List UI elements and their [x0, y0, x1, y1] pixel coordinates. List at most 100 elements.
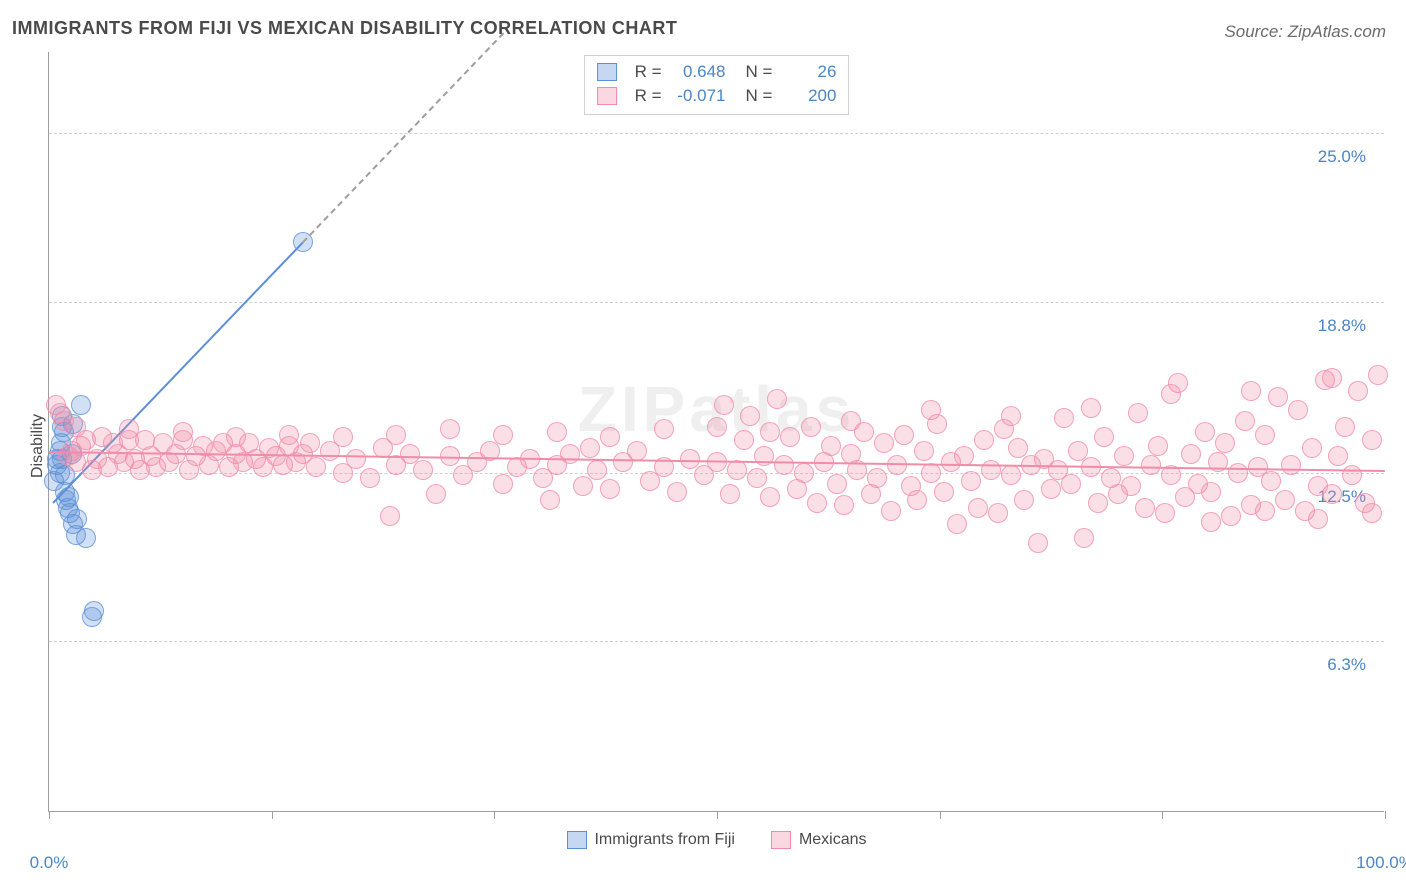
scatter-point-mex: [1255, 501, 1275, 521]
scatter-point-mex: [667, 482, 687, 502]
scatter-point-mex: [767, 389, 787, 409]
scatter-point-mex: [881, 501, 901, 521]
scatter-point-mex: [1322, 368, 1342, 388]
scatter-point-mex: [834, 495, 854, 515]
chart-source: Source: ZipAtlas.com: [1224, 22, 1386, 42]
scatter-point-mex: [921, 463, 941, 483]
scatter-point-mex: [547, 422, 567, 442]
scatter-point-mex: [1348, 381, 1368, 401]
scatter-point-mex: [1215, 433, 1235, 453]
scatter-point-mex: [600, 427, 620, 447]
scatter-point-mex: [807, 493, 827, 513]
legend-label-mex: Mexicans: [799, 831, 867, 848]
stats-r-label: R =: [635, 60, 662, 84]
stats-r-label: R =: [635, 84, 662, 108]
stats-box: R =0.648N =26R =-0.071N =200: [584, 55, 850, 115]
scatter-point-mex: [1281, 455, 1301, 475]
gridline: [49, 302, 1384, 303]
x-tick: [494, 811, 495, 819]
scatter-point-mex: [1081, 398, 1101, 418]
scatter-point-mex: [1308, 509, 1328, 529]
scatter-point-fiji: [84, 601, 104, 621]
scatter-point-mex: [1241, 381, 1261, 401]
scatter-point-mex: [894, 425, 914, 445]
x-tick: [1385, 811, 1386, 819]
scatter-point-mex: [1362, 503, 1382, 523]
scatter-point-mex: [1135, 498, 1155, 518]
y-tick-label: 18.8%: [1318, 316, 1376, 336]
scatter-point-fiji: [76, 528, 96, 548]
scatter-point-mex: [1235, 411, 1255, 431]
stats-n-label: N =: [746, 60, 773, 84]
stats-n-value: 200: [782, 84, 836, 108]
scatter-point-mex: [720, 484, 740, 504]
scatter-point-mex: [1302, 438, 1322, 458]
scatter-point-mex: [300, 433, 320, 453]
y-tick-label: 25.0%: [1318, 147, 1376, 167]
scatter-point-mex: [1094, 427, 1114, 447]
scatter-point-mex: [1322, 484, 1342, 504]
scatter-point-mex: [1121, 476, 1141, 496]
scatter-point-mex: [1028, 533, 1048, 553]
scatter-point-mex: [493, 425, 513, 445]
scatter-point-mex: [1268, 387, 1288, 407]
x-tick: [940, 811, 941, 819]
scatter-point-mex: [1074, 528, 1094, 548]
stats-row-mex: R = -0.071 N = 200: [597, 84, 837, 108]
gridline: [49, 133, 1384, 134]
x-tick: [272, 811, 273, 819]
scatter-point-mex: [1201, 512, 1221, 532]
scatter-point-mex: [1288, 400, 1308, 420]
gridline: [49, 641, 1384, 642]
scatter-point-mex: [1114, 446, 1134, 466]
scatter-point-mex: [173, 422, 193, 442]
scatter-point-mex: [754, 446, 774, 466]
scatter-point-mex: [119, 419, 139, 439]
scatter-point-mex: [874, 433, 894, 453]
legend-bottom: Immigrants from Fiji Mexicans: [566, 831, 866, 849]
scatter-point-mex: [540, 490, 560, 510]
scatter-point-mex: [386, 425, 406, 445]
y-tick-label: 6.3%: [1327, 655, 1376, 675]
scatter-point-mex: [1128, 403, 1148, 423]
scatter-point-fiji: [67, 509, 87, 529]
scatter-point-mex: [600, 479, 620, 499]
scatter-point-mex: [1275, 490, 1295, 510]
scatter-point-mex: [961, 471, 981, 491]
scatter-point-mex: [981, 460, 1001, 480]
scatter-point-mex: [821, 436, 841, 456]
scatter-point-mex: [1368, 365, 1388, 385]
scatter-point-mex: [1328, 446, 1348, 466]
scatter-point-mex: [827, 474, 847, 494]
scatter-point-mex: [1255, 425, 1275, 445]
scatter-point-mex: [587, 460, 607, 480]
scatter-point-mex: [1014, 490, 1034, 510]
scatter-point-mex: [346, 449, 366, 469]
scatter-point-mex: [760, 487, 780, 507]
plot-area: ZIPatlas R =0.648N =26R =-0.071N =200 Im…: [48, 52, 1384, 812]
scatter-point-mex: [934, 482, 954, 502]
scatter-point-mex: [1088, 493, 1108, 513]
scatter-point-mex: [1221, 506, 1241, 526]
stats-row-fiji: R =0.648N =26: [597, 60, 837, 84]
stats-r-value: -0.071: [672, 84, 726, 108]
x-tick-label: 0.0%: [30, 853, 69, 873]
scatter-point-mex: [1201, 482, 1221, 502]
scatter-point-mex: [947, 514, 967, 534]
scatter-point-mex: [560, 444, 580, 464]
scatter-point-mex: [1061, 474, 1081, 494]
scatter-point-mex: [907, 490, 927, 510]
scatter-point-mex: [841, 411, 861, 431]
legend-label-fiji: Immigrants from Fiji: [594, 831, 734, 848]
scatter-point-mex: [1001, 406, 1021, 426]
scatter-point-mex: [279, 425, 299, 445]
scatter-point-mex: [801, 417, 821, 437]
scatter-point-mex: [1054, 408, 1074, 428]
stats-r-value: 0.648: [672, 60, 726, 84]
legend-swatch-mex: [771, 831, 791, 849]
scatter-point-mex: [1001, 465, 1021, 485]
stats-n-label: N =: [746, 84, 773, 108]
x-tick: [1162, 811, 1163, 819]
scatter-point-mex: [333, 427, 353, 447]
scatter-point-mex: [413, 460, 433, 480]
